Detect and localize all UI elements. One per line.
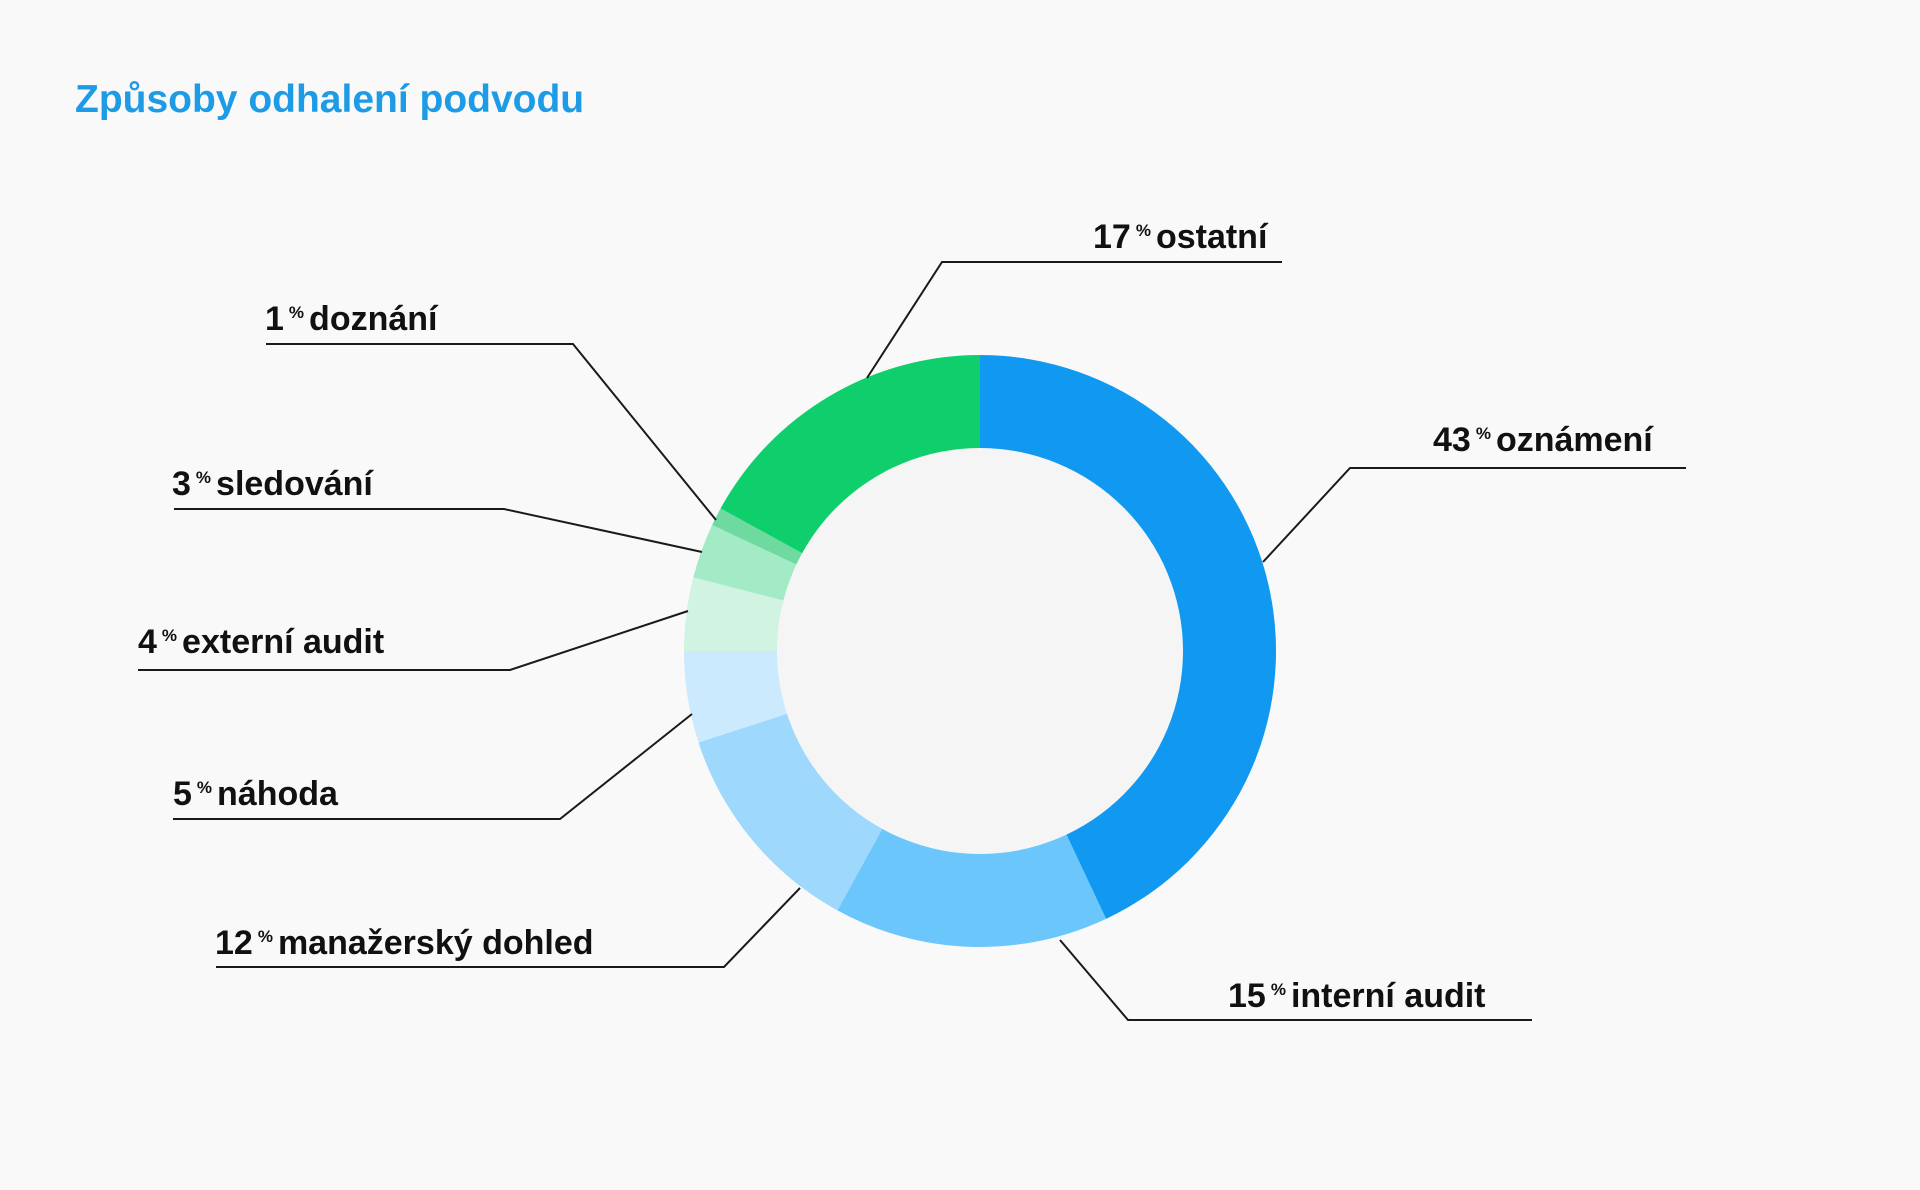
slice-name: sledování — [216, 465, 374, 503]
percent-sign: % — [196, 468, 211, 487]
chart-title: Způsoby odhalení podvodu — [75, 78, 585, 121]
leader-line-nahoda — [173, 713, 693, 820]
slice-value: 15 — [1228, 977, 1266, 1015]
slice-name: náhoda — [217, 775, 339, 813]
percent-sign: % — [289, 303, 304, 322]
slice-name: interní audit — [1291, 977, 1486, 1015]
label-externi-audit: 4% externí audit — [138, 623, 384, 661]
slice-value: 12 — [215, 924, 253, 962]
leader-lines — [138, 261, 1686, 1021]
slice-name: oznámení — [1496, 421, 1654, 459]
label-ostatni: 17% ostatní — [1093, 218, 1269, 256]
slice-value: 43 — [1433, 421, 1471, 459]
label-nahoda: 5% náhoda — [173, 775, 339, 813]
percent-sign: % — [1271, 980, 1286, 999]
percent-sign: % — [197, 778, 212, 797]
slice-value: 3 — [172, 465, 191, 503]
leader-line-externi-audit — [138, 610, 689, 671]
slice-value: 17 — [1093, 218, 1131, 256]
slice-name: externí audit — [182, 623, 384, 661]
label-oznameni: 43% oznámení — [1433, 421, 1654, 459]
leader-line-interni-audit — [1059, 939, 1532, 1021]
slice-name: ostatní — [1156, 218, 1269, 256]
leader-line-sledovani — [174, 508, 703, 553]
leader-line-ostatni — [866, 261, 1282, 379]
leader-line-oznameni — [1262, 467, 1686, 563]
slice-name: doznání — [309, 300, 439, 338]
leader-line-doznani — [266, 343, 717, 521]
percent-sign: % — [258, 927, 273, 946]
label-manazersky-dohled: 12% manažerský dohled — [215, 924, 594, 962]
percent-sign: % — [1136, 221, 1151, 240]
donut-hole — [777, 448, 1183, 854]
leader-line-manazersky-dohled — [216, 887, 801, 968]
slice-name: manažerský dohled — [278, 924, 594, 962]
label-doznani: 1% doznání — [265, 300, 439, 338]
label-sledovani: 3% sledování — [172, 465, 374, 503]
percent-sign: % — [1476, 424, 1491, 443]
label-interni-audit: 15% interní audit — [1228, 977, 1486, 1015]
slice-value: 4 — [138, 623, 157, 661]
slice-value: 1 — [265, 300, 284, 338]
percent-sign: % — [162, 626, 177, 645]
slice-value: 5 — [173, 775, 192, 813]
